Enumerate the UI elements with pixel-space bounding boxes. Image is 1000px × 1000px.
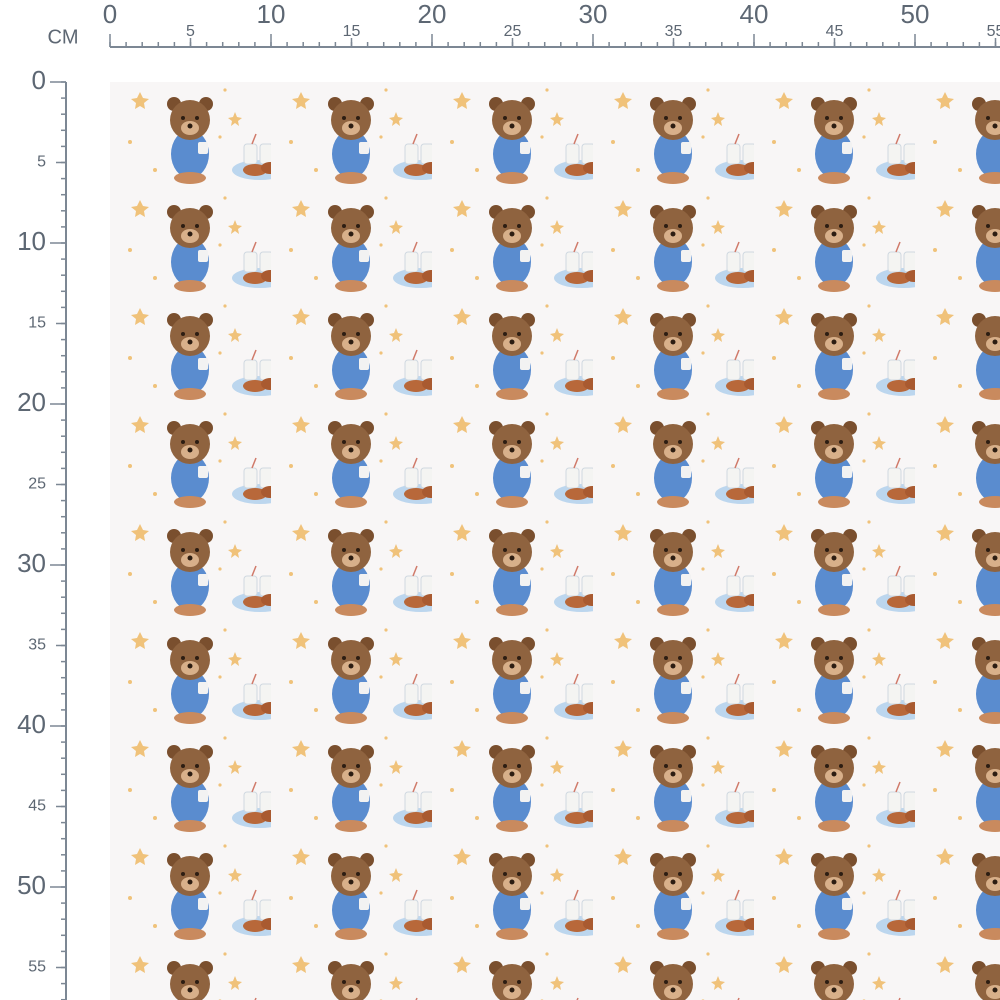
top-tick-label: 5 [186,23,195,40]
left-tick-label: 0 [32,65,46,95]
left-tick-label: 35 [28,637,46,654]
top-tick-label: 40 [740,0,769,29]
unit-label: CM [47,26,78,48]
top-tick-label: 30 [579,0,608,29]
top-tick-label: 45 [826,23,844,40]
left-tick-label: 5 [37,154,46,171]
top-tick-label: 0 [103,0,117,29]
fabric-pattern [110,82,1000,1000]
top-tick-label: 50 [901,0,930,29]
left-tick-label: 30 [17,548,46,578]
left-tick-label: 45 [28,798,46,815]
left-tick-label: 40 [17,709,46,739]
left-tick-label: 50 [17,870,46,900]
top-tick-label: 25 [504,23,522,40]
top-tick-label: 15 [343,23,361,40]
left-tick-label: 25 [28,476,46,493]
top-tick-label: 55 [987,23,1000,40]
top-tick-label: 35 [665,23,683,40]
left-tick-label: 55 [28,959,46,976]
left-tick-label: 10 [17,226,46,256]
left-tick-label: 15 [28,315,46,332]
top-tick-label: 20 [418,0,447,29]
left-tick-label: 20 [17,387,46,417]
top-tick-label: 10 [257,0,286,29]
